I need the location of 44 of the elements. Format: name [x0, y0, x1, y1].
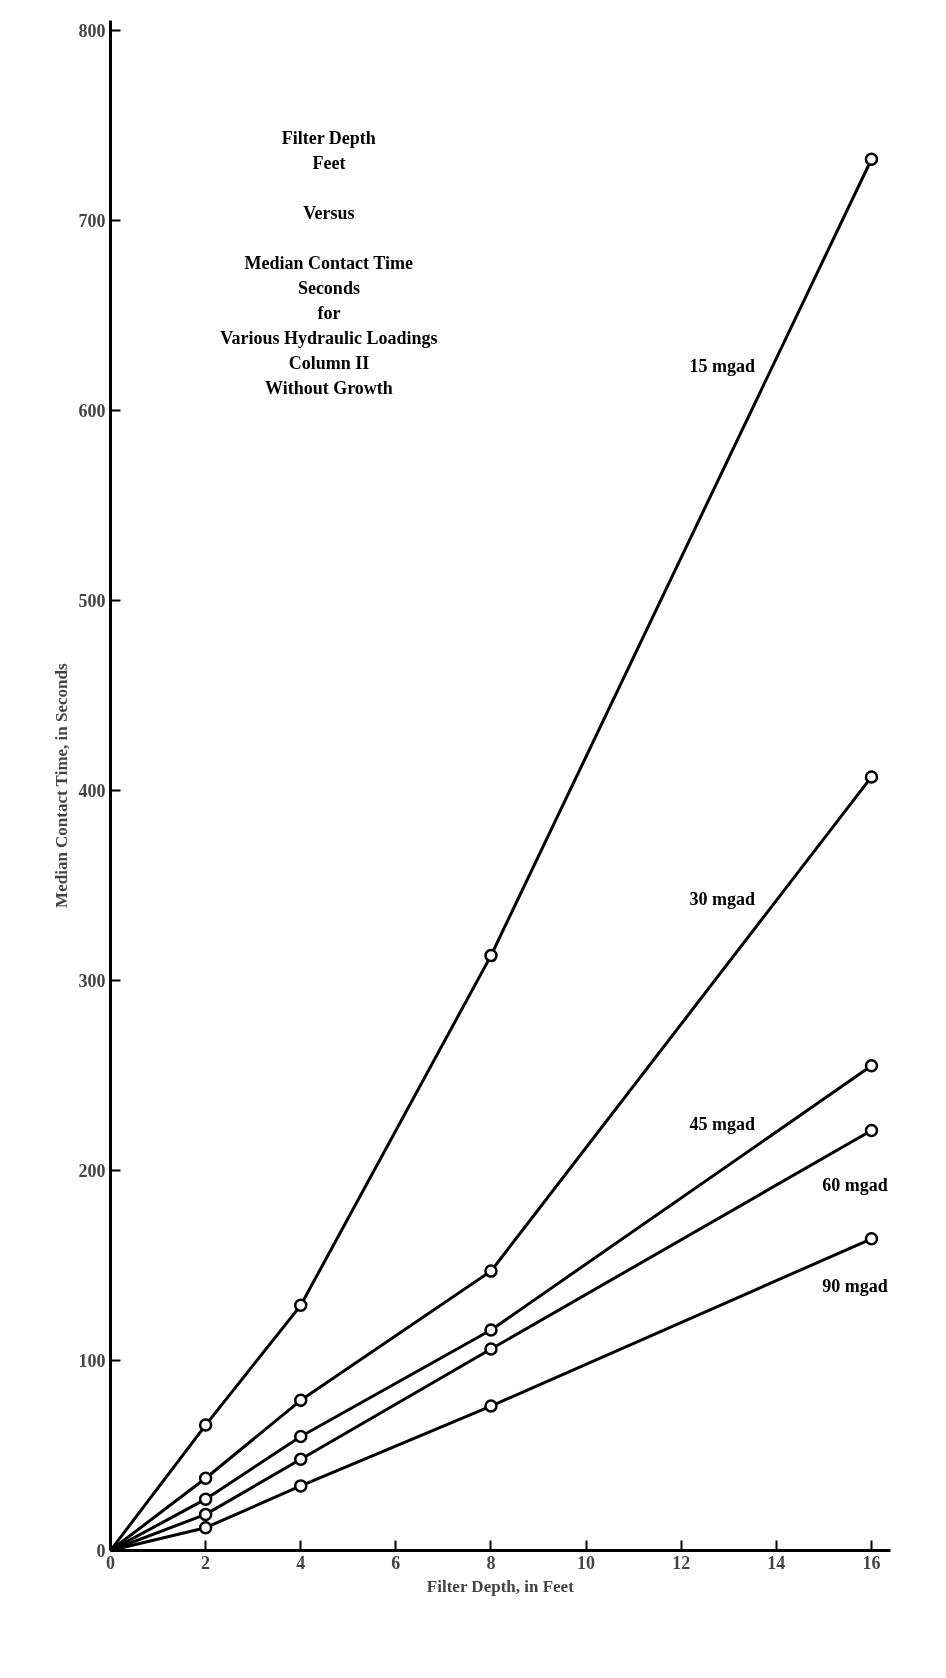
chart-title: Filter Depth Feet Versus Median Contact Time Seconds for Various Hydraulic Loadings Column II Without Growth: [220, 127, 438, 398]
series-label: 60 mgad: [822, 1175, 888, 1196]
point: [864, 770, 879, 784]
series-label: 15 mgad: [689, 356, 755, 377]
x-tick-label: 8: [486, 1552, 496, 1573]
y-tick-label: 800: [78, 20, 106, 41]
point: [198, 1507, 213, 1522]
point: [198, 1418, 213, 1432]
point: [484, 1323, 498, 1337]
point: [293, 1393, 308, 1408]
y-tick-label: 300: [78, 970, 106, 991]
point: [293, 1479, 308, 1493]
x-tick-label: 6: [391, 1552, 401, 1573]
y-axis-title: Median Contact Time, in Seconds: [51, 663, 71, 908]
point: [198, 1520, 213, 1535]
x-tick-label: 4: [296, 1552, 306, 1573]
x-tick-label: 2: [201, 1552, 211, 1573]
y-tick-label: 600: [78, 400, 106, 421]
series-label: 30 mgad: [689, 889, 755, 910]
y-tick-label: 700: [78, 210, 106, 231]
x-tick-label: 12: [672, 1552, 691, 1573]
point: [484, 1264, 498, 1278]
point: [864, 1232, 879, 1246]
point: [198, 1492, 213, 1506]
point: [484, 1342, 498, 1356]
series-label: 90 mgad: [822, 1276, 888, 1297]
point: [293, 1452, 308, 1467]
series-label: 45 mgad: [689, 1113, 755, 1134]
y-tick-label: 100: [78, 1350, 106, 1371]
x-tick-label: 10: [577, 1552, 596, 1573]
point: [198, 1471, 213, 1486]
point: [293, 1429, 308, 1444]
y-tick-label: 400: [78, 780, 106, 801]
y-tick-label: 500: [78, 590, 106, 611]
x-tick-label: 16: [862, 1552, 881, 1573]
x-tick-label: 14: [767, 1552, 786, 1573]
y-tick-label: 200: [78, 1160, 106, 1181]
point: [864, 152, 879, 166]
point: [864, 1123, 879, 1138]
x-axis-title: Filter Depth, in Feet: [426, 1576, 575, 1596]
point: [864, 1059, 879, 1073]
point: [293, 1298, 308, 1313]
point: [484, 948, 498, 963]
point: [484, 1399, 498, 1413]
